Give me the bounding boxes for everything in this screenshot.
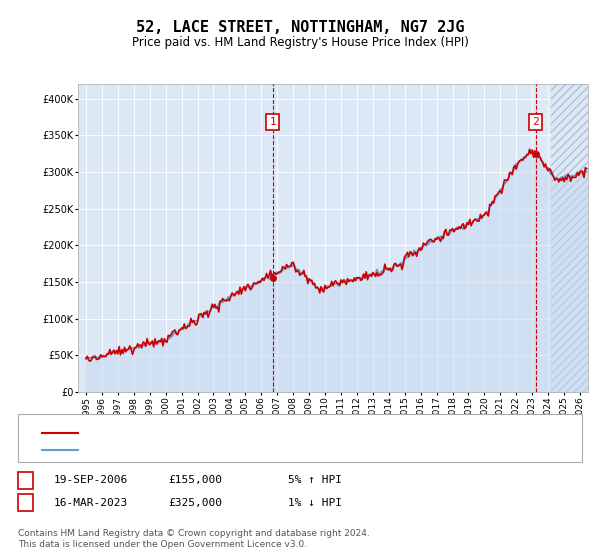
Text: 1: 1 <box>269 117 276 127</box>
Text: Price paid vs. HM Land Registry's House Price Index (HPI): Price paid vs. HM Land Registry's House … <box>131 36 469 49</box>
Text: Contains HM Land Registry data © Crown copyright and database right 2024.
This d: Contains HM Land Registry data © Crown c… <box>18 529 370 549</box>
Text: 52, LACE STREET, NOTTINGHAM, NG7 2JG: 52, LACE STREET, NOTTINGHAM, NG7 2JG <box>136 20 464 35</box>
Text: 16-MAR-2023: 16-MAR-2023 <box>54 498 128 508</box>
Bar <box>551 84 588 392</box>
Text: £325,000: £325,000 <box>168 498 222 508</box>
Text: HPI: Average price, detached house, City of Nottingham: HPI: Average price, detached house, City… <box>84 445 376 455</box>
Text: 19-SEP-2006: 19-SEP-2006 <box>54 475 128 486</box>
Bar <box>551 84 588 392</box>
Text: £155,000: £155,000 <box>168 475 222 486</box>
Text: 52, LACE STREET, NOTTINGHAM, NG7 2JG (detached house): 52, LACE STREET, NOTTINGHAM, NG7 2JG (de… <box>84 428 396 438</box>
Text: 5% ↑ HPI: 5% ↑ HPI <box>288 475 342 486</box>
Text: 1% ↓ HPI: 1% ↓ HPI <box>288 498 342 508</box>
Text: 2: 2 <box>532 117 539 127</box>
Text: 2: 2 <box>22 498 29 508</box>
Text: 1: 1 <box>22 475 29 486</box>
